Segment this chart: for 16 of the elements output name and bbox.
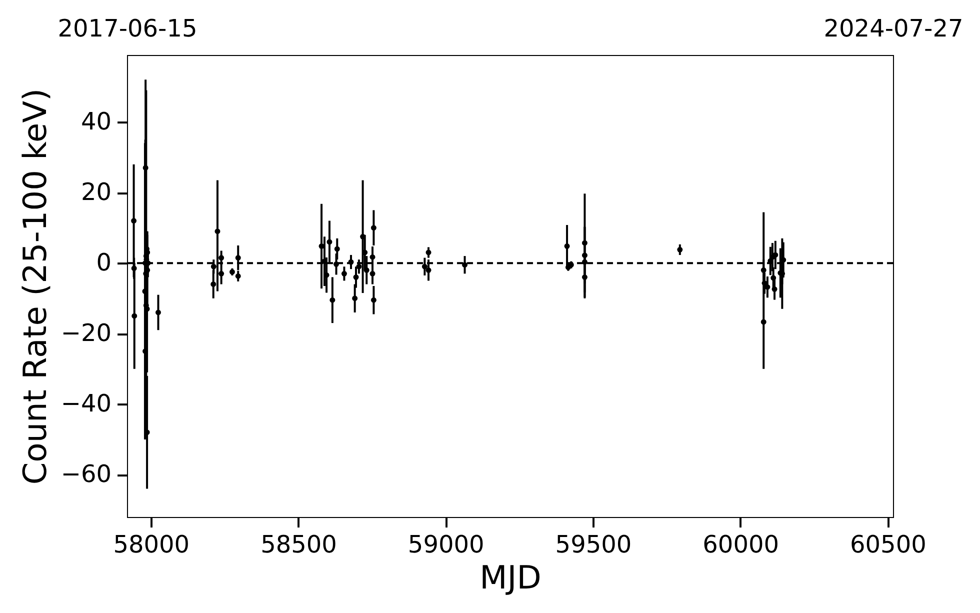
y-tick-label: 0 (96, 248, 112, 277)
y-tick-label: 20 (80, 178, 112, 206)
y-tick-label: 40 (80, 108, 112, 136)
x-tick-label: 59000 (408, 530, 484, 558)
y-axis-title: Count Rate (25-100 keV) (16, 88, 54, 485)
x-axis-title: MJD (480, 558, 542, 596)
x-tick-label: 60500 (850, 530, 926, 558)
y-tick-label: −60 (60, 460, 112, 488)
x-tick-label: 58000 (113, 530, 190, 558)
y-tick-label: −40 (60, 390, 112, 418)
x-tick-label: 58500 (260, 530, 337, 558)
y-tick-label: −20 (60, 319, 112, 348)
x2-tick-label: 2017-06-15 (58, 14, 198, 42)
x-tick-label: 60000 (702, 530, 780, 558)
x-tick-label: 59500 (555, 530, 632, 558)
x2-tick-label: 2024-07-27 (824, 14, 964, 42)
